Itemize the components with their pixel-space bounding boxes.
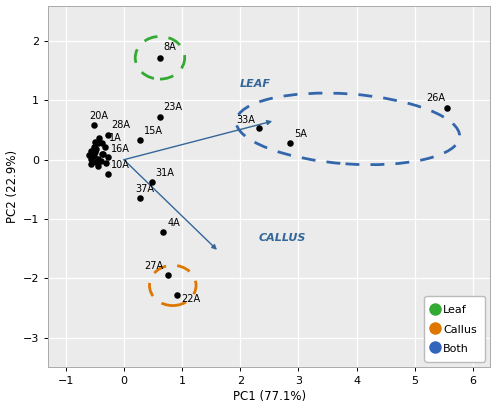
Point [286, 140, 294, 146]
Point [90, 144, 98, 150]
Point [104, 154, 112, 161]
Point [136, 195, 144, 202]
Text: 27A: 27A [144, 261, 163, 271]
Text: 15A: 15A [144, 126, 163, 136]
Point [99, 151, 107, 157]
Text: 16A: 16A [111, 144, 130, 154]
Point [91, 139, 99, 145]
Y-axis label: PC2 (22.9%): PC2 (22.9%) [5, 150, 18, 223]
Text: CALLUS: CALLUS [259, 233, 306, 243]
X-axis label: PC1 (77.1%): PC1 (77.1%) [233, 391, 306, 403]
Point [174, 292, 182, 298]
Point [104, 171, 112, 177]
Point [103, 160, 111, 166]
Text: 37A: 37A [135, 184, 155, 194]
Text: 33A: 33A [237, 115, 255, 125]
Point [156, 54, 164, 61]
Point [92, 146, 100, 152]
Legend: Leaf, Callus, Both: Leaf, Callus, Both [425, 296, 485, 362]
Point [443, 104, 451, 111]
Text: 8A: 8A [164, 43, 176, 52]
Point [87, 148, 95, 154]
Point [101, 144, 109, 150]
Point [156, 114, 164, 120]
Point [98, 140, 106, 146]
Point [97, 157, 105, 164]
Point [255, 125, 263, 132]
Text: 31A: 31A [155, 168, 174, 178]
Point [136, 137, 144, 144]
Point [104, 132, 112, 138]
Text: 4A: 4A [168, 218, 180, 228]
Text: 28A: 28A [111, 120, 130, 130]
Point [91, 149, 99, 155]
Point [96, 135, 104, 141]
Point [148, 179, 156, 186]
Point [94, 162, 102, 169]
Point [98, 151, 106, 157]
Text: 20A: 20A [89, 110, 108, 121]
Point [87, 161, 95, 168]
Point [90, 122, 98, 128]
Text: 23A: 23A [164, 102, 183, 112]
Text: 10A: 10A [111, 160, 130, 170]
Point [87, 155, 95, 162]
Point [164, 272, 172, 279]
Point [90, 153, 98, 160]
Point [160, 229, 168, 235]
Text: 26A: 26A [427, 93, 445, 103]
Point [94, 155, 102, 162]
Point [94, 140, 102, 146]
Text: 5A: 5A [294, 129, 307, 139]
Text: 22A: 22A [181, 294, 200, 304]
Point [85, 152, 93, 158]
Text: 1A: 1A [109, 133, 122, 142]
Text: LEAF: LEAF [240, 79, 271, 89]
Point [92, 159, 100, 165]
